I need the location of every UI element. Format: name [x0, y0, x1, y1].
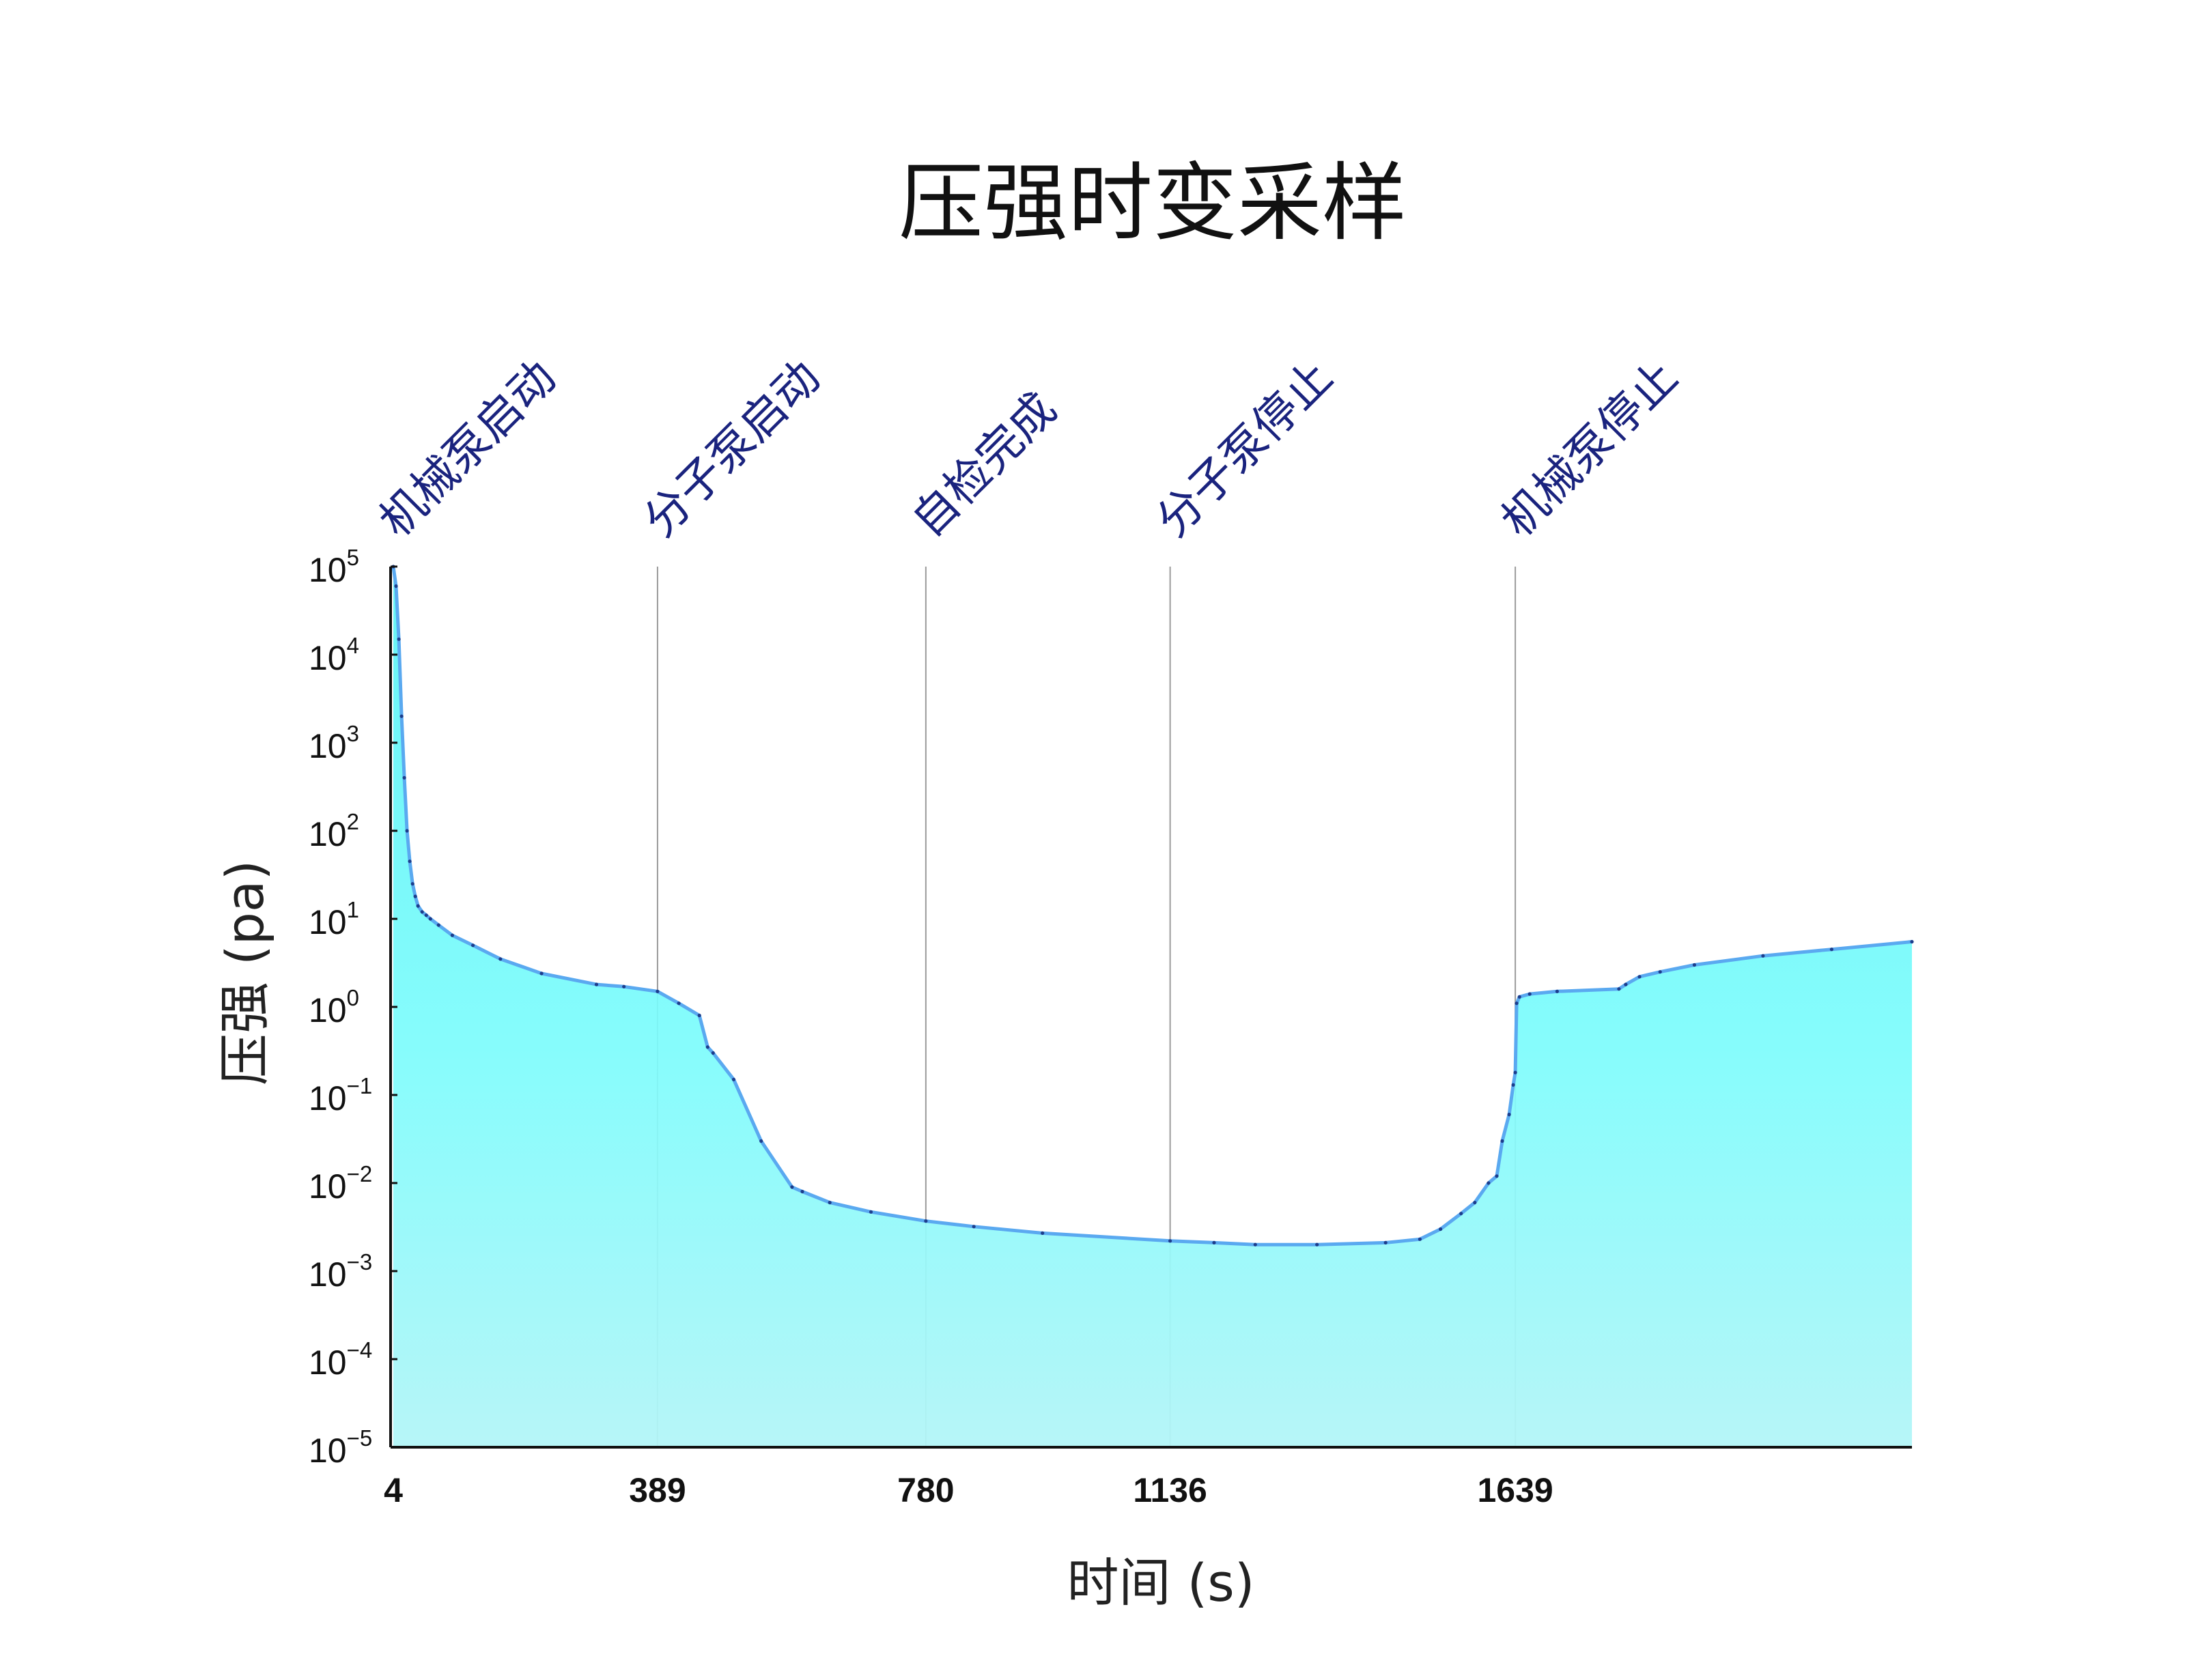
data-point	[1254, 1243, 1257, 1247]
chart-title: 压强时变采样	[899, 154, 1407, 253]
y-tick-label: 10−2	[309, 1161, 372, 1206]
pressure-area-fill	[393, 567, 1912, 1447]
data-point	[394, 584, 397, 588]
data-point	[732, 1078, 735, 1081]
data-point	[1528, 993, 1532, 996]
data-point	[1637, 975, 1641, 978]
data-point	[1761, 954, 1764, 958]
data-point	[595, 983, 598, 986]
y-tick-label: 105	[309, 545, 359, 589]
data-point	[1495, 1174, 1498, 1178]
annotation-label: 机械泵启动	[369, 351, 566, 547]
x-tick-label: 389	[629, 1471, 686, 1509]
annotation-label: 自检完成	[902, 382, 1067, 547]
data-point	[712, 1051, 715, 1055]
x-tick-label: 780	[897, 1471, 954, 1509]
data-point	[1418, 1238, 1422, 1241]
data-point	[1459, 1212, 1463, 1215]
data-point	[429, 917, 432, 920]
data-point	[403, 776, 406, 780]
data-point	[1315, 1243, 1319, 1247]
data-point	[622, 985, 625, 988]
data-point	[400, 715, 404, 718]
data-point	[1487, 1181, 1490, 1184]
data-point	[451, 934, 454, 937]
data-point	[656, 990, 659, 993]
data-point	[869, 1210, 873, 1214]
annotation-label: 分子泵启动	[634, 351, 830, 547]
data-point	[1041, 1231, 1044, 1235]
y-tick-label: 10−1	[309, 1073, 372, 1117]
data-point	[498, 957, 502, 960]
data-point	[800, 1190, 804, 1193]
data-point	[1508, 1113, 1511, 1116]
data-point	[1830, 948, 1833, 951]
x-tick-label: 1639	[1478, 1471, 1553, 1509]
data-point	[1168, 1239, 1172, 1242]
annotation-label: 机械泵停止	[1491, 351, 1688, 547]
data-point	[1624, 983, 1627, 986]
x-axis-label: 时间 (s)	[1067, 1552, 1254, 1613]
data-point	[924, 1219, 927, 1223]
data-point	[408, 859, 412, 863]
data-point	[437, 924, 440, 927]
data-point	[1617, 987, 1620, 991]
data-point	[471, 943, 475, 947]
y-tick-label: 104	[309, 633, 359, 677]
data-point	[1693, 963, 1696, 967]
x-tick-label: 1136	[1133, 1471, 1207, 1509]
data-point	[972, 1225, 976, 1228]
data-point	[397, 638, 401, 641]
data-point	[1439, 1227, 1442, 1231]
data-point	[1556, 990, 1559, 993]
data-point	[1512, 1083, 1515, 1087]
y-tick-label: 101	[309, 897, 359, 941]
y-tick-label: 10−5	[309, 1425, 372, 1470]
data-point	[417, 905, 420, 908]
data-point	[414, 895, 417, 898]
data-point	[1212, 1241, 1215, 1244]
x-tick-label: 4	[384, 1471, 403, 1509]
data-point	[706, 1045, 709, 1049]
x-tick-labels: 4 389 780 1136 1639	[384, 1471, 1553, 1509]
data-point	[1384, 1241, 1388, 1244]
area-layer	[391, 565, 1913, 1447]
data-point	[698, 1014, 701, 1017]
data-point	[421, 910, 424, 913]
data-point	[425, 913, 428, 917]
y-tick-label: 100	[309, 985, 359, 1029]
data-point	[759, 1139, 763, 1143]
y-tick-label: 10−3	[309, 1249, 372, 1294]
annotation-label: 分子泵停止	[1146, 351, 1343, 547]
data-point	[1910, 940, 1913, 943]
data-point	[540, 971, 544, 975]
y-tick-label: 10−4	[309, 1337, 372, 1382]
annotation-labels: 机械泵启动 分子泵启动 自检完成 分子泵停止 机械泵停止	[369, 351, 1688, 547]
data-point	[1659, 970, 1662, 973]
data-point	[1515, 1001, 1519, 1005]
data-point	[411, 882, 414, 885]
y-tick-labels: 105 104 103 102 101 100 10−1 10−2 10−3 10−4 10−5	[309, 545, 397, 1470]
data-point	[1518, 995, 1521, 999]
y-axis-label: 压强 (pa)	[214, 860, 275, 1085]
y-tick-label: 103	[309, 721, 359, 765]
data-point	[1500, 1139, 1504, 1143]
data-point	[677, 1001, 681, 1005]
data-point	[790, 1185, 793, 1188]
data-point	[828, 1201, 832, 1204]
data-point	[406, 829, 409, 832]
data-point	[1473, 1201, 1476, 1204]
y-tick-label: 102	[309, 809, 359, 853]
data-point	[1514, 1071, 1517, 1074]
